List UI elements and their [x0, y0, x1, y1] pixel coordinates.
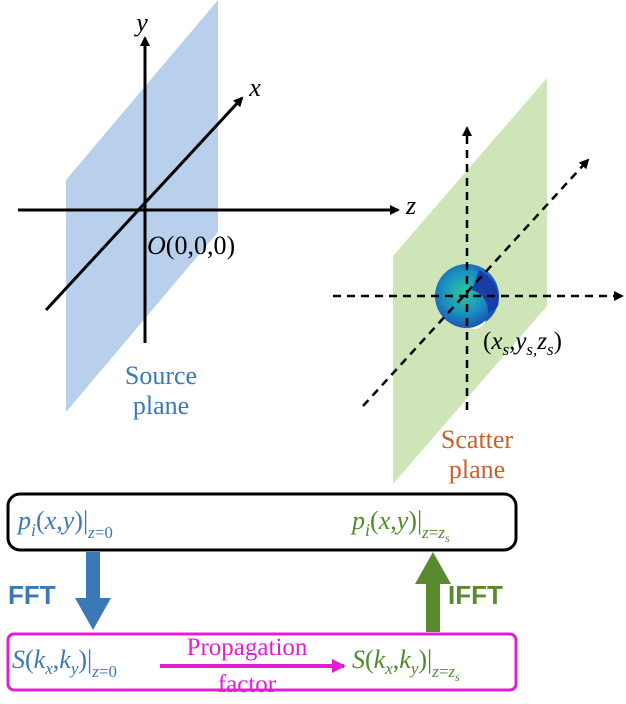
- scatter-plane-label-line2: plane: [449, 455, 505, 484]
- spectrum-box: [6, 632, 518, 692]
- pressure-source-label: pi(x,y)|z=0: [16, 506, 113, 542]
- propagation-label-line1: Propagation: [187, 634, 308, 661]
- ifft-label: IFFT: [448, 580, 503, 610]
- scatter-point-label: (xs,ys,zs): [483, 328, 562, 359]
- spectrum-source-label: S(kx,ky)|z=0: [12, 645, 117, 681]
- source-plane-label-line2: plane: [133, 391, 189, 420]
- y-axis-label: y: [133, 8, 148, 37]
- source-plane-label-line1: Source: [125, 361, 197, 390]
- spectrum-scatter-label: S(kx,ky)|z=zs: [352, 645, 460, 684]
- pressure-box: [6, 492, 518, 552]
- fft-label: FFT: [8, 580, 56, 610]
- scatter-plane-label-line1: Scatter: [441, 425, 514, 454]
- x-axis-label: x: [248, 73, 261, 102]
- z-axis-label: z: [405, 191, 416, 220]
- pressure-scatter-label: pi(x,y)|z=zs: [350, 506, 450, 545]
- x-axis: [44, 96, 244, 312]
- fft-arrow: [75, 552, 111, 630]
- ifft-arrow: [415, 552, 451, 632]
- origin-label: O(0,0,0): [147, 231, 235, 260]
- propagation-label-line2: factor: [218, 671, 277, 698]
